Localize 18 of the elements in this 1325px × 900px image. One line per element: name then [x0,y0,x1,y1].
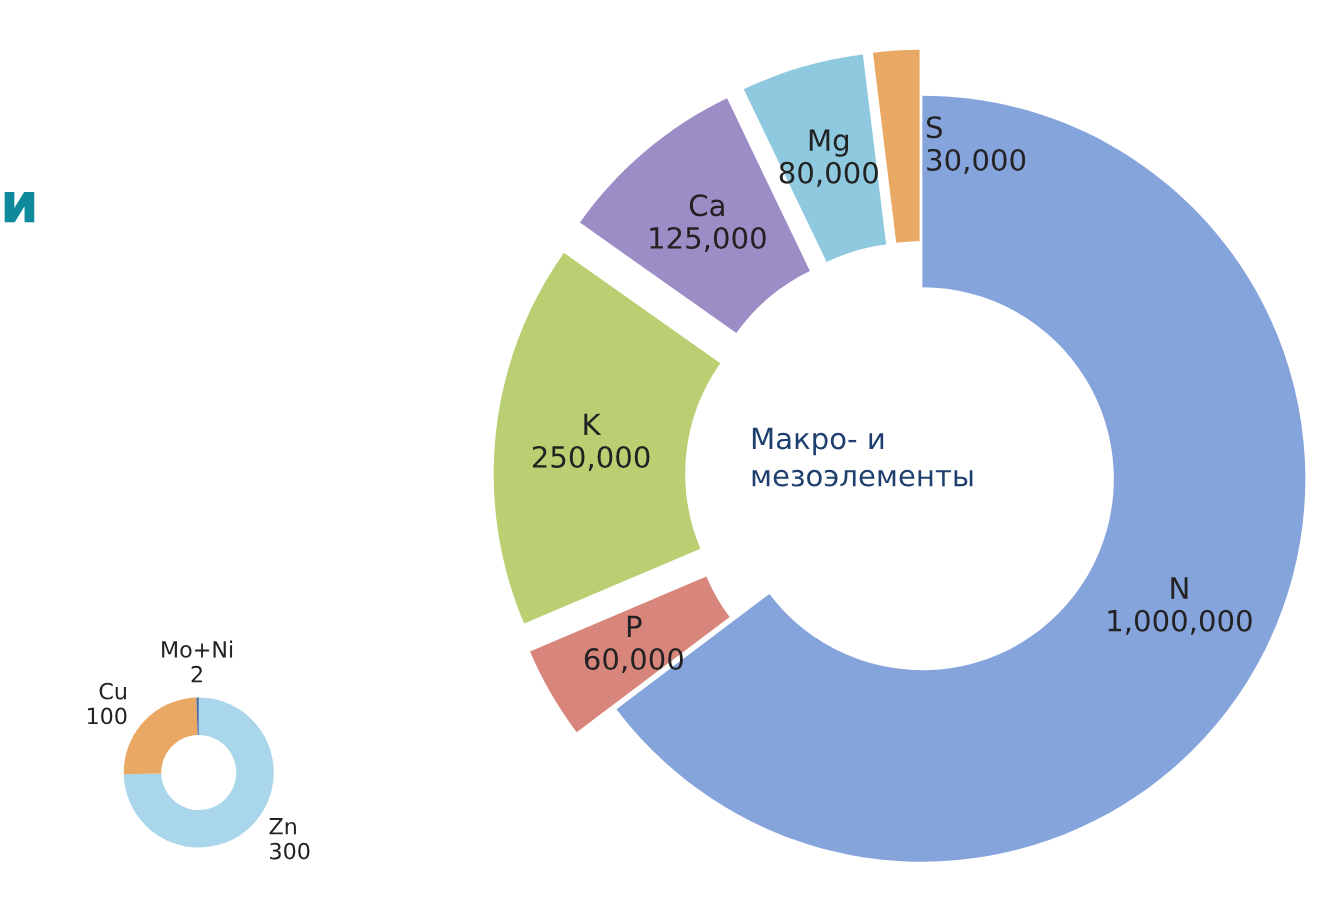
data-label: 2 [191,665,202,683]
slice-label: S [926,116,942,139]
slice-label: Zn [269,818,296,835]
slice-label: N [1171,577,1188,599]
text: Макро- и мезоэлементы [752,427,973,487]
slice-label: P [627,615,642,638]
data-label: 30,000 [927,148,1026,174]
data-label: 125,000 [650,226,766,252]
slice-label: Cu [99,682,126,700]
data-label: 250,000 [532,445,650,471]
text: и [4,191,35,223]
slice-label: Ca [689,194,724,217]
data-label: 300 [270,842,310,860]
slice-label: Mg [809,129,848,157]
data-label: 100 [87,707,127,725]
slice-label: Mo+Ni [162,640,233,658]
slice-label: K [584,413,602,435]
data-label: 1,000,000 [1108,609,1252,635]
